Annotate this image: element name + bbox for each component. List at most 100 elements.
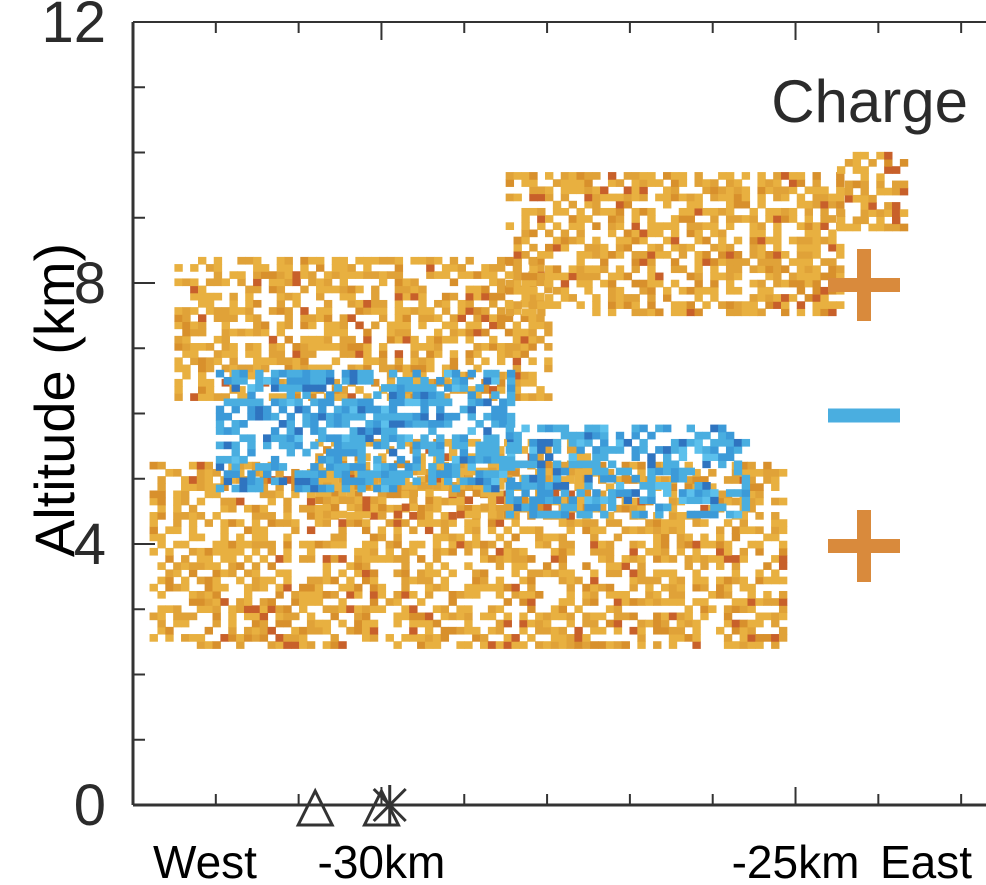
negative-charge-cell [231,448,240,457]
positive-charge-cell [645,590,654,599]
positive-charge-cell [237,393,246,401]
positive-charge-cell [521,272,530,281]
positive-charge-cell [615,179,625,187]
positive-charge-cell [339,386,348,394]
positive-charge-cell [338,490,347,499]
positive-charge-cell [370,503,379,512]
positive-charge-cell [639,186,648,195]
positive-charge-cell [251,526,261,535]
positive-charge-cell [590,576,599,585]
positive-charge-cell [566,612,575,621]
positive-charge-cell [512,364,522,373]
positive-charge-cell [306,626,316,635]
positive-charge-cell [757,193,766,202]
positive-charge-cell [322,519,332,527]
negative-charge-cell [451,376,461,385]
positive-charge-cell [535,453,544,461]
positive-charge-cell [653,590,662,599]
positive-charge-cell [692,576,701,585]
negative-charge-cell [325,391,335,399]
positive-charge-cell [637,468,646,477]
positive-charge-cell [639,251,648,259]
positive-charge-cell [574,503,584,512]
positive-charge-cell [236,547,245,556]
positive-charge-cell [528,357,537,366]
positive-charge-cell [267,641,276,649]
positive-charge-cell [283,619,292,628]
negative-charge-cell [733,510,743,519]
positive-charge-cell [710,286,719,295]
positive-charge-cell [629,576,638,585]
negative-charge-cell [318,405,327,414]
positive-charge-cell [338,605,347,614]
positive-charge-cell [660,583,670,592]
positive-charge-cell [749,229,758,238]
negative-charge-cell [270,398,280,407]
x-tick-labels: West -30km -25km East [153,836,972,885]
positive-charge-cell [892,209,901,217]
positive-charge-cell [731,626,741,635]
positive-charge-cell [363,271,372,279]
positive-charge-cell [323,328,333,337]
positive-charge-cell [504,314,514,322]
positive-charge-cell [778,562,788,570]
positive-charge-cell [432,569,442,578]
positive-charge-cell [205,278,215,287]
negative-charge-cell [718,424,727,433]
positive-charge-cell [487,641,497,649]
positive-charge-cell [314,512,324,520]
positive-charge-cell [331,393,341,401]
negative-charge-cell [318,398,327,407]
positive-charge-cell [568,236,577,245]
positive-charge-cell [545,193,554,202]
positive-charge-cell [852,194,862,203]
positive-charge-cell [275,605,284,614]
positive-charge-cell [417,519,426,527]
negative-charge-cell [529,446,538,454]
positive-charge-cell [300,364,309,373]
positive-charge-cell [529,258,538,266]
positive-charge-cell [174,357,183,366]
positive-charge-cell [229,364,238,373]
negative-charge-cell [545,438,554,447]
positive-charge-cell [592,222,601,230]
negative-charge-cell [428,398,437,407]
positive-charge-cell [393,555,402,563]
positive-charge-cell [684,605,693,614]
positive-charge-cell [582,619,591,628]
positive-charge-cell [637,562,646,570]
positive-charge-cell [354,503,363,512]
positive-charge-cell [637,504,646,513]
positive-charge-cell [361,519,371,527]
positive-charge-cell [456,496,466,505]
negative-charge-cell [552,424,562,433]
positive-charge-cell [844,194,854,203]
negative-charge-cell [483,477,492,486]
positive-charge-cell [757,200,766,209]
positive-charge-cell [253,264,262,272]
positive-charge-cell [678,243,688,252]
positive-charge-cell [473,343,482,351]
negative-charge-cell [263,463,272,471]
positive-charge-cell [621,526,630,535]
positive-charge-cell [647,243,656,252]
positive-charge-cell [409,489,418,497]
positive-charge-cell [355,364,364,373]
positive-charge-cell [868,202,877,210]
positive-charge-cell [598,583,607,592]
positive-charge-cell [718,243,727,252]
negative-charge-cell [310,484,319,493]
positive-charge-cell [243,605,253,614]
negative-charge-cell [663,446,672,454]
positive-charge-cell [552,207,562,216]
negative-charge-cell [702,431,711,440]
positive-charge-cell [198,321,207,330]
positive-charge-cell [710,186,719,195]
negative-charge-cell [294,369,303,378]
negative-charge-cell [600,424,609,433]
positive-charge-cell [338,453,348,461]
positive-charge-cell [401,605,410,614]
negative-charge-cell [710,424,719,433]
negative-charge-cell [529,438,538,447]
positive-charge-cell [765,251,774,259]
